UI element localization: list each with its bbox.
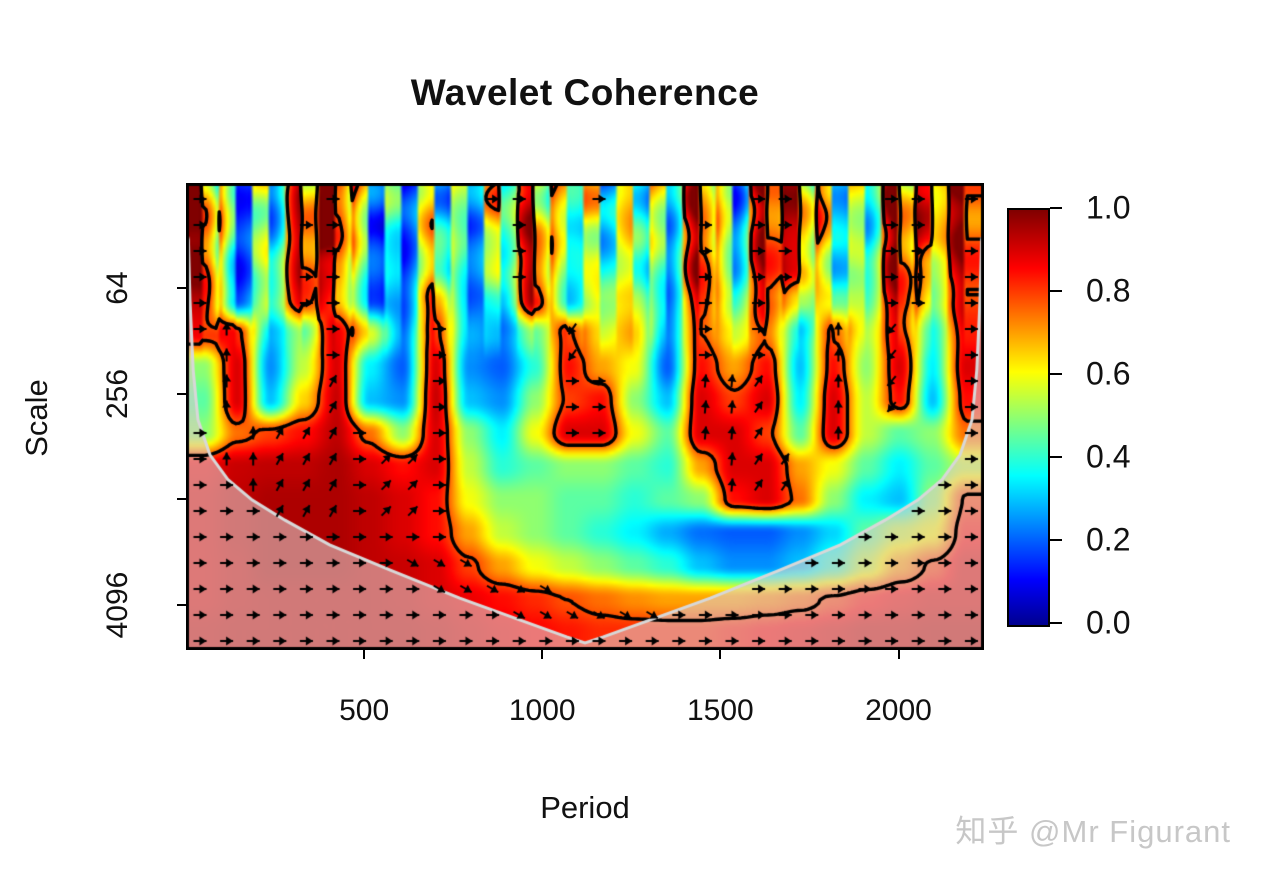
colorbar-tick-label: 0.8 xyxy=(1086,272,1131,309)
y-tick-label: 256 xyxy=(101,368,134,420)
colorbar-tick xyxy=(1050,539,1062,541)
x-tick-label: 2000 xyxy=(865,694,932,727)
chart-title: Wavelet Coherence xyxy=(410,72,760,113)
y-tick-label: 64 xyxy=(101,271,134,306)
colorbar-tick xyxy=(1050,622,1062,624)
x-axis-tick xyxy=(541,650,544,659)
colorbar-tick xyxy=(1050,290,1062,292)
y-axis-label: Scale xyxy=(19,379,54,457)
colorbar-tick-label: 1.0 xyxy=(1086,189,1131,226)
x-axis-label: Period xyxy=(540,790,630,825)
wavelet-heatmap-canvas xyxy=(186,183,984,650)
y-axis-tick xyxy=(177,287,186,290)
colorbar-tick xyxy=(1050,373,1062,375)
colorbar-tick-label: 0.0 xyxy=(1086,604,1131,641)
y-axis-tick xyxy=(177,392,186,395)
y-tick-label: 4096 xyxy=(101,571,134,639)
colorbar-tick xyxy=(1050,456,1062,458)
watermark-text: 知乎 @Mr Figurant xyxy=(955,814,1231,849)
y-axis-tick xyxy=(177,498,186,501)
x-tick-label: 1000 xyxy=(508,694,576,727)
colorbar-tick-label: 0.4 xyxy=(1086,438,1131,475)
colorbar-tick xyxy=(1050,207,1062,209)
x-tick-label: 500 xyxy=(339,694,390,727)
colorbar-gradient xyxy=(1007,208,1050,627)
colorbar-tick-label: 0.6 xyxy=(1086,355,1131,392)
x-axis-tick xyxy=(719,650,722,659)
x-tick-label: 1500 xyxy=(687,694,754,727)
x-axis-tick xyxy=(363,650,366,659)
x-axis-tick xyxy=(897,650,900,659)
y-axis-tick xyxy=(177,603,186,606)
colorbar-tick-label: 0.2 xyxy=(1086,521,1131,558)
